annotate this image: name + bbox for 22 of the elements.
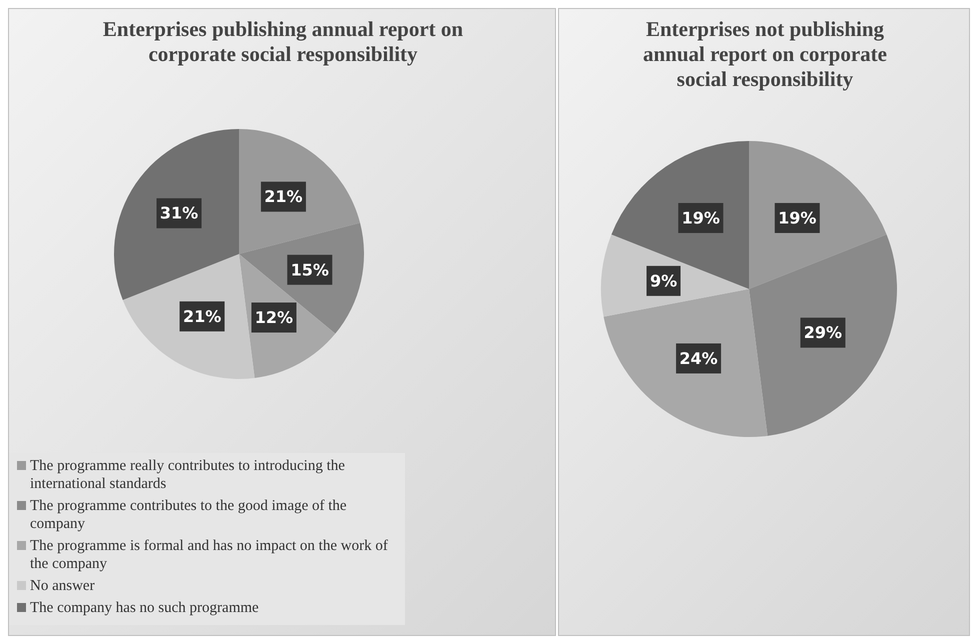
data-label: 29% [804, 323, 842, 342]
pie-slice [604, 289, 768, 437]
data-label: 19% [778, 208, 816, 228]
chart-title: Enterprises not publishing annual report on corporate social responsibility [642, 17, 888, 92]
pie-slice [611, 141, 749, 289]
data-label: 24% [679, 348, 718, 368]
data-label: 19% [682, 208, 720, 228]
pie-slice [114, 129, 239, 300]
data-label: 12% [254, 308, 294, 328]
data-label: 15% [290, 260, 329, 280]
legend-label: The programme contributes to the good image of the company [30, 497, 348, 533]
legend-label: The programme really contributes to introducing the international standards [30, 457, 346, 493]
pie-slice [749, 234, 897, 436]
pie-slice [749, 141, 887, 289]
data-label: 21% [264, 187, 303, 206]
data-label: 9% [650, 271, 678, 290]
data-label: 31% [160, 204, 198, 223]
chart-title: Enterprises publishing annual report on corporate social responsibility [102, 17, 464, 67]
legend-label: No answer [30, 577, 95, 595]
legend-label: The company has no such programme [30, 599, 259, 617]
legend-label: The programme is formal and has no impact on the work of the company [30, 537, 389, 573]
data-label: 21% [182, 306, 222, 326]
